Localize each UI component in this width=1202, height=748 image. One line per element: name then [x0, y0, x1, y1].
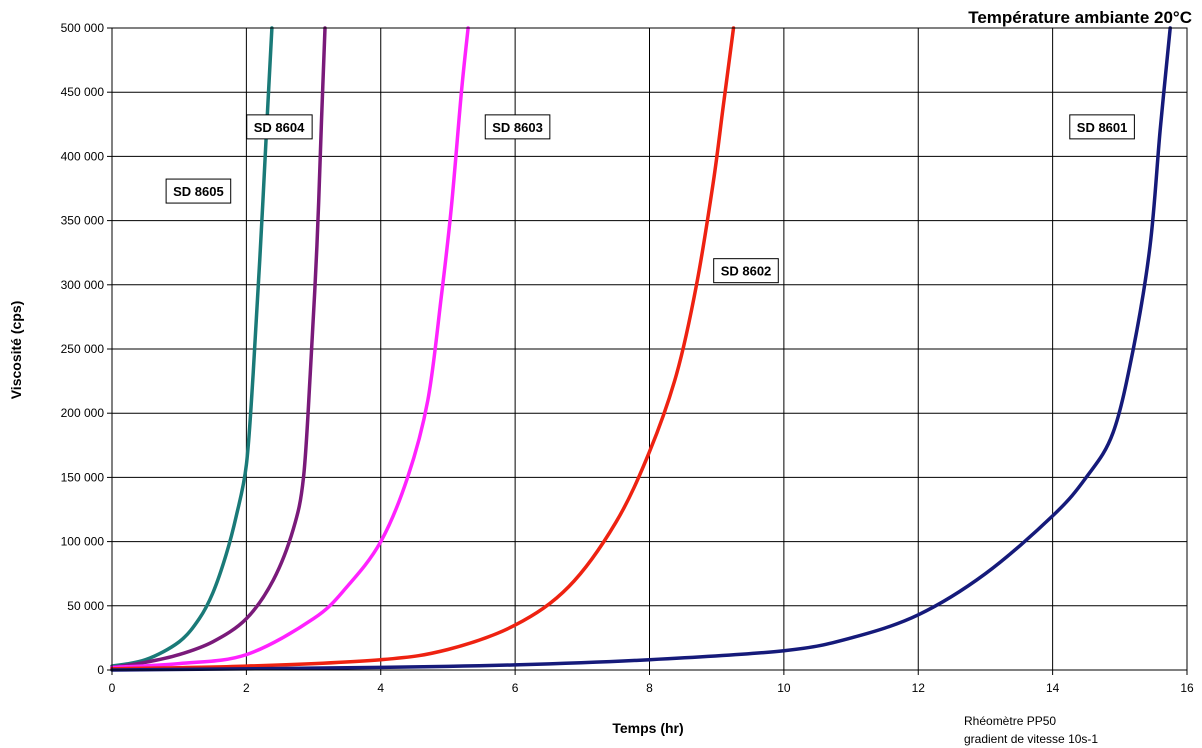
series-line-sd-8603	[110, 26, 470, 670]
series-label-text: SD 8605	[173, 184, 224, 199]
series-layer	[110, 26, 1172, 672]
series-label-sd-8601: SD 8601	[1069, 114, 1135, 140]
x-tick-label: 10	[777, 681, 791, 695]
series-label-text: SD 8601	[1077, 120, 1128, 135]
y-axis-title: Viscosité (cps)	[8, 301, 24, 400]
series-label-text: SD 8603	[492, 120, 543, 135]
y-tick-label: 500 000	[61, 21, 105, 35]
x-tick-label: 4	[377, 681, 384, 695]
shear-rate-note: gradient de vitesse 10s-1	[964, 732, 1098, 746]
y-tick-label: 350 000	[61, 214, 105, 228]
series-label-box	[1069, 114, 1135, 140]
series-label-sd-8603: SD 8603	[484, 114, 551, 140]
series-labels: SD 8605 SD 8604 SD 8603 SD 8602 SD 8601	[165, 114, 1135, 284]
y-tick-label: 0	[97, 663, 104, 677]
x-tick-label: 16	[1180, 681, 1194, 695]
series-label-box	[246, 114, 313, 140]
y-tick-label: 400 000	[61, 149, 105, 163]
series-label-sd-8602: SD 8602	[713, 258, 779, 284]
y-tick-label: 250 000	[61, 342, 105, 356]
instrument-note: Rhéomètre PP50	[964, 714, 1056, 728]
x-tick-label: 6	[512, 681, 519, 695]
series-label-sd-8604: SD 8604	[246, 114, 313, 140]
series-label-box	[165, 178, 232, 204]
x-axis-ticks: 0 2 4 6 8 10 12 14 16	[109, 670, 1194, 695]
y-tick-label: 50 000	[67, 599, 104, 613]
y-axis-ticks: 0 50 000 100 000 150 000 200 000 250 000 300 0…	[61, 21, 112, 677]
x-tick-label: 8	[646, 681, 653, 695]
x-axis-title: Temps (hr)	[612, 720, 683, 736]
y-tick-label: 450 000	[61, 85, 105, 99]
x-tick-label: 14	[1046, 681, 1060, 695]
x-tick-label: 2	[243, 681, 250, 695]
series-line-sd-8602	[110, 26, 736, 671]
series-label-text: SD 8602	[721, 264, 772, 279]
x-tick-label: 12	[912, 681, 926, 695]
series-label-text: SD 8604	[254, 120, 305, 135]
series-line-sd-8605	[110, 26, 274, 668]
series-label-sd-8605: SD 8605	[165, 178, 232, 204]
chart-title: Température ambiante 20°C	[968, 8, 1192, 27]
y-tick-label: 200 000	[61, 406, 105, 420]
series-label-box	[713, 258, 779, 284]
y-tick-label: 100 000	[61, 535, 105, 549]
x-tick-label: 0	[109, 681, 116, 695]
series-label-box	[484, 114, 551, 140]
series-line-sd-8601	[110, 26, 1172, 672]
y-tick-label: 150 000	[61, 470, 105, 484]
series-line-sd-8604	[110, 26, 327, 670]
y-tick-label: 300 000	[61, 278, 105, 292]
